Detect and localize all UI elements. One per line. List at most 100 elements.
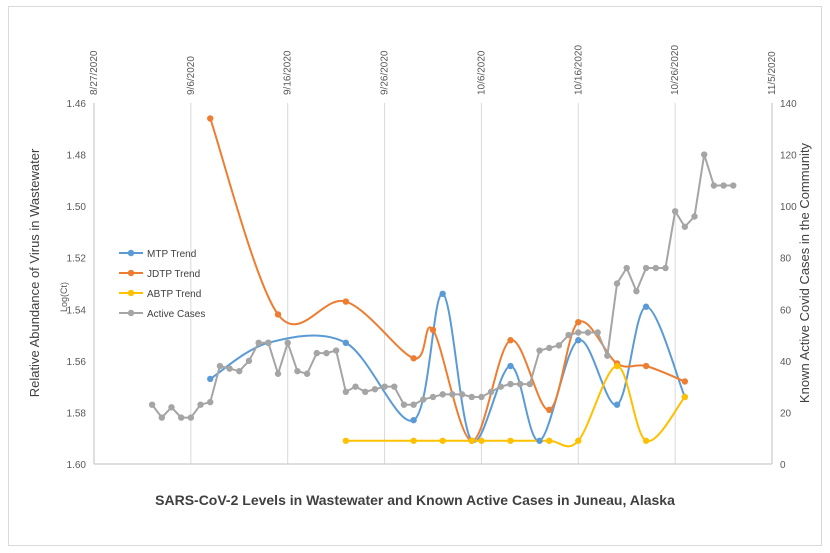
data-point-abtp-trend — [468, 437, 475, 444]
data-point-abtp-trend — [478, 437, 485, 444]
data-point-active-cases — [468, 393, 475, 401]
y-left-tick-label: 1.58 — [67, 408, 87, 419]
grid — [93, 103, 773, 464]
data-point-abtp-trend — [575, 437, 582, 444]
data-point-active-cases — [245, 357, 253, 365]
data-point-active-cases — [652, 264, 659, 272]
data-point-active-cases — [197, 401, 204, 408]
legend-marker-mtp-trend — [127, 249, 135, 257]
data-point-active-cases — [546, 344, 553, 352]
data-point-jdtp-trend — [342, 298, 350, 305]
data-point-active-cases — [710, 182, 718, 189]
data-point-active-cases — [594, 329, 601, 336]
data-point-active-cases — [158, 414, 165, 421]
data-point-active-cases — [730, 182, 737, 189]
data-point-active-cases — [255, 339, 262, 347]
data-point-active-cases — [168, 404, 175, 411]
data-point-active-cases — [226, 365, 233, 372]
x-tick-label: 9/16/2020 — [283, 50, 294, 95]
data-point-mtp-trend — [342, 339, 350, 347]
chart: 8/27/2020 9/6/2020 9/16/2020 9/26/2020 10/6/… — [27, 45, 812, 508]
x-tick-label: 11/5/2020 — [767, 51, 778, 95]
data-point-active-cases — [584, 329, 592, 336]
legend-marker-active-cases — [127, 309, 135, 317]
x-tick-label: 9/6/2020 — [186, 56, 197, 95]
data-point-jdtp-trend — [642, 362, 650, 370]
legend-label-mtp-trend: MTP Trend — [147, 249, 196, 260]
y-left-tick-label: 1.52 — [67, 254, 87, 265]
data-point-active-cases — [497, 383, 504, 390]
data-point-active-cases — [449, 391, 456, 398]
data-point-active-cases — [662, 264, 669, 272]
data-point-active-cases — [381, 383, 388, 390]
legend: MTP Trend JDTP Trend ABTP Trend Active Case… — [119, 249, 205, 320]
data-point-active-cases — [187, 414, 195, 421]
data-point-active-cases — [613, 280, 621, 287]
data-point-jdtp-trend — [681, 378, 689, 385]
y-right-tick-label: 140 — [780, 99, 797, 110]
data-point-active-cases — [642, 264, 650, 272]
data-point-active-cases — [294, 367, 301, 375]
data-point-active-cases — [516, 380, 524, 388]
data-point-active-cases — [148, 401, 156, 408]
y-right-tick-label: 120 — [780, 151, 797, 162]
y-left-axis-sublabel: Log(Ct) — [59, 282, 69, 312]
legend-label-active-cases: Active Cases — [147, 309, 205, 320]
y-right-tick-labels: 0 20 40 60 80 100 120 140 — [780, 99, 797, 471]
axes — [93, 103, 773, 465]
data-point-active-cases — [303, 370, 311, 377]
data-point-active-cases — [536, 347, 543, 354]
y-left-axis-label: Relative Abundance of Virus in Wastewate… — [27, 148, 42, 397]
y-right-axis-label: Known Active Covid Cases in the Communit… — [797, 142, 812, 403]
data-point-active-cases — [507, 380, 514, 388]
data-point-jdtp-trend — [429, 326, 437, 334]
data-point-active-cases — [478, 393, 485, 401]
data-point-abtp-trend — [681, 393, 689, 401]
data-point-mtp-trend — [575, 337, 582, 344]
data-point-active-cases — [604, 352, 611, 359]
legend-label-abtp-trend: ABTP Trend — [147, 289, 201, 300]
data-point-active-cases — [458, 391, 466, 398]
y-right-tick-label: 60 — [780, 305, 792, 316]
data-point-active-cases — [575, 329, 582, 336]
y-right-tick-label: 0 — [780, 460, 786, 471]
data-point-active-cases — [691, 213, 698, 220]
data-point-active-cases — [342, 388, 350, 395]
y-right-tick-label: 100 — [780, 202, 797, 213]
y-left-tick-label: 1.46 — [67, 99, 87, 110]
chart-frame: 8/27/2020 9/6/2020 9/16/2020 9/26/2020 10/6/… — [8, 6, 822, 546]
x-tick-label: 10/26/2020 — [670, 45, 681, 95]
data-point-active-cases — [400, 401, 408, 408]
data-point-active-cases — [420, 396, 427, 403]
data-point-active-cases — [274, 370, 282, 377]
data-point-abtp-trend — [642, 437, 650, 444]
data-point-active-cases — [701, 151, 708, 158]
x-tick-label: 10/16/2020 — [573, 45, 584, 95]
data-point-abtp-trend — [546, 437, 553, 444]
data-point-active-cases — [555, 342, 563, 349]
data-point-mtp-trend — [410, 416, 417, 424]
legend-marker-abtp-trend — [127, 289, 135, 297]
series-points — [148, 115, 737, 444]
data-point-jdtp-trend — [507, 337, 514, 344]
x-tick-label: 9/26/2020 — [380, 50, 391, 95]
data-point-active-cases — [410, 401, 417, 408]
data-point-active-cases — [177, 414, 185, 421]
y-right-tick-label: 40 — [780, 357, 792, 368]
data-point-active-cases — [352, 383, 359, 390]
data-point-mtp-trend — [507, 362, 514, 370]
data-point-active-cases — [323, 349, 330, 357]
x-tick-label: 10/6/2020 — [476, 50, 487, 95]
y-left-tick-labels: 1.46 1.48 1.50 1.52 1.54 1.56 1.58 1.60 — [67, 99, 87, 471]
y-left-tick-label: 1.48 — [67, 151, 87, 162]
data-point-active-cases — [265, 339, 272, 347]
y-left-tick-label: 1.50 — [67, 202, 87, 213]
data-point-abtp-trend — [613, 362, 621, 370]
data-point-abtp-trend — [342, 437, 350, 444]
series-line-abtp-trend — [345, 365, 686, 448]
data-point-active-cases — [216, 362, 224, 370]
data-point-jdtp-trend — [207, 115, 214, 122]
data-point-jdtp-trend — [274, 311, 282, 318]
y-right-tick-label: 20 — [780, 408, 792, 419]
legend-marker-jdtp-trend — [127, 269, 135, 277]
